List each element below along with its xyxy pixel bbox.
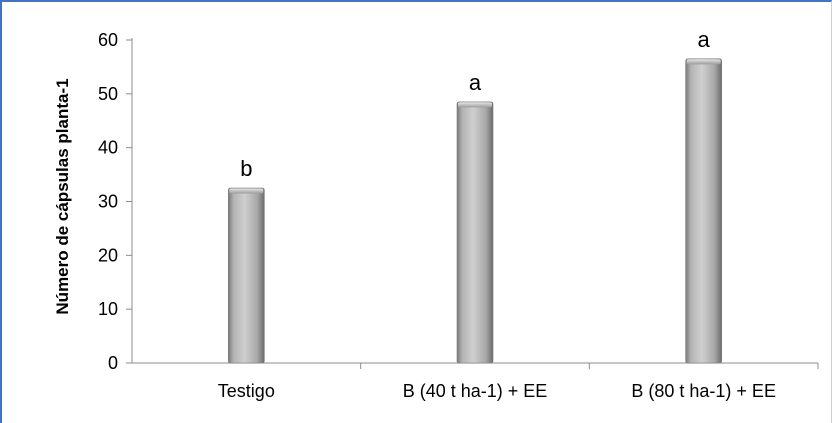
x-tick-label: Testigo — [218, 381, 275, 401]
bar-body — [685, 58, 722, 364]
x-tick-label: B (80 t ha-1) + EE — [631, 381, 776, 401]
x-tick-label: B (40 t ha-1) + EE — [403, 381, 548, 401]
bar-cap — [229, 188, 264, 194]
y-tick-label: 30 — [98, 192, 118, 212]
y-axis: 0 10 20 30 40 50 60 — [98, 30, 133, 373]
data-labels: b a a — [240, 27, 710, 181]
data-label: b — [240, 156, 252, 181]
y-tick-label: 50 — [98, 84, 118, 104]
bars — [228, 58, 722, 364]
bar-body — [228, 187, 265, 364]
bar-body — [456, 101, 494, 364]
bar — [685, 58, 722, 364]
bar — [456, 101, 494, 364]
bar — [228, 187, 265, 364]
y-tick-label: 60 — [98, 30, 118, 50]
bar-cap — [686, 59, 721, 65]
y-axis-title: Número de cápsulas planta-1 — [53, 78, 72, 314]
y-tick-label: 40 — [98, 138, 118, 158]
y-tick-label: 0 — [108, 353, 118, 373]
data-label: a — [698, 27, 711, 52]
x-axis: Testigo B (40 t ha-1) + EE B (80 t ha-1) +… — [132, 362, 819, 401]
y-tick-label: 10 — [98, 299, 118, 319]
data-label: a — [469, 70, 482, 95]
y-tick-label: 20 — [98, 245, 118, 265]
bar-cap — [458, 102, 492, 108]
